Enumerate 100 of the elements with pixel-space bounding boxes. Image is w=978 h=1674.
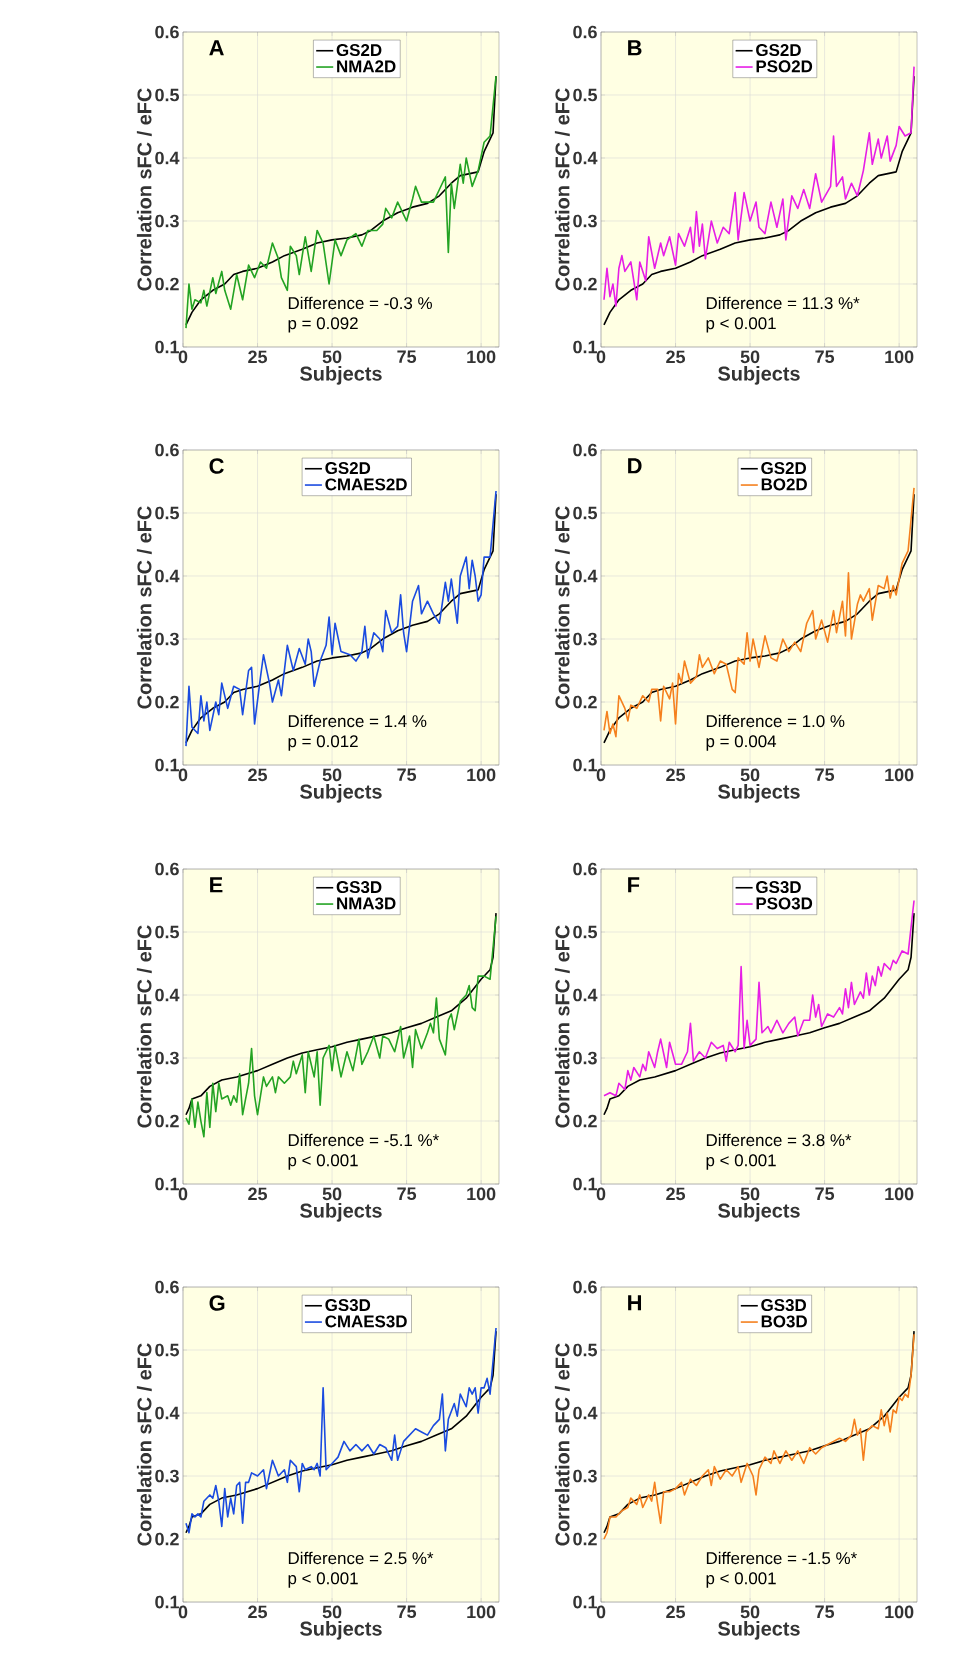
y-axis-title: Correlation sFC / eFC xyxy=(554,1343,570,1546)
y-tick-label: 0.1 xyxy=(573,1595,597,1609)
y-tick-label: 0.2 xyxy=(155,1114,179,1128)
y-tick-label: 0.2 xyxy=(573,277,597,291)
y-tick-label: 0.5 xyxy=(155,925,179,939)
x-tick-label: 25 xyxy=(248,1605,268,1619)
x-tick-label: 25 xyxy=(248,768,268,782)
legend-label: GS2D xyxy=(761,462,806,475)
y-tick-label: 0.1 xyxy=(573,340,597,354)
y-tick-label: 0.6 xyxy=(155,1280,179,1294)
legend-label: GS2D xyxy=(756,44,801,57)
x-tick-label: 75 xyxy=(815,768,835,782)
x-axis-title: Subjects xyxy=(718,366,800,385)
x-tick-label: 50 xyxy=(740,350,760,364)
legend-label: GS3D xyxy=(336,881,382,894)
y-tick-label: 0.2 xyxy=(155,1532,179,1546)
x-tick-label: 100 xyxy=(885,768,914,782)
y-tick-label: 0.5 xyxy=(573,925,597,939)
x-tick-label: 75 xyxy=(815,1187,835,1201)
y-tick-label: 0.6 xyxy=(155,443,179,457)
x-axis-title: Subjects xyxy=(718,1621,800,1640)
y-tick-label: 0.4 xyxy=(155,151,180,165)
annotation: Difference = 1.0 % xyxy=(706,714,845,728)
x-axis-title: Subjects xyxy=(300,366,382,385)
chart-title: D xyxy=(628,458,642,474)
x-tick-label: 75 xyxy=(397,768,417,782)
annotation: Difference = -5.1 %* xyxy=(288,1133,439,1147)
x-tick-label: 0 xyxy=(596,1187,606,1201)
x-tick-label: 25 xyxy=(666,768,686,782)
x-tick-label: 0 xyxy=(178,1605,188,1619)
x-tick-label: 0 xyxy=(178,768,188,782)
x-tick-label: 50 xyxy=(322,1605,342,1619)
x-tick-label: 50 xyxy=(740,1605,760,1619)
x-tick-label: 50 xyxy=(322,350,342,364)
y-tick-label: 0.3 xyxy=(573,1469,597,1483)
x-axis-title: Subjects xyxy=(300,1621,382,1640)
legend-label: PSO2D xyxy=(756,60,813,73)
chart-title: H xyxy=(628,1295,642,1311)
y-axis-title: Correlation sFC / eFC xyxy=(136,506,152,709)
annotation: Difference = 11.3 %* xyxy=(706,296,860,310)
y-axis-title: Correlation sFC / eFC xyxy=(136,1343,152,1546)
y-tick-label: 0.1 xyxy=(573,758,597,772)
y-tick-label: 0.5 xyxy=(155,1343,179,1357)
y-tick-label: 0.4 xyxy=(155,1406,180,1420)
x-tick-label: 75 xyxy=(815,1605,835,1619)
x-tick-label: 100 xyxy=(885,350,914,364)
y-tick-label: 0.3 xyxy=(155,214,179,228)
x-tick-label: 25 xyxy=(666,1187,686,1201)
y-tick-label: 0.1 xyxy=(573,1177,597,1191)
y-tick-label: 0.5 xyxy=(573,506,597,520)
y-tick-label: 0.6 xyxy=(573,1280,597,1294)
y-tick-label: 0.6 xyxy=(573,862,597,876)
annotation: p = 0.092 xyxy=(288,317,358,333)
x-tick-label: 100 xyxy=(467,768,496,782)
y-tick-label: 0.6 xyxy=(155,25,179,39)
y-tick-label: 0.1 xyxy=(155,758,179,772)
annotation: Difference = 1.4 % xyxy=(288,714,427,728)
y-tick-label: 0.3 xyxy=(573,214,597,228)
y-tick-label: 0.4 xyxy=(573,151,598,165)
y-tick-label: 0.2 xyxy=(573,1114,597,1128)
x-tick-label: 100 xyxy=(467,350,496,364)
y-tick-label: 0.5 xyxy=(155,506,179,520)
chart-title: E xyxy=(210,877,223,893)
annotation: p = 0.012 xyxy=(288,735,358,751)
legend-label: NMA2D xyxy=(337,60,396,73)
annotation: Difference = 3.8 %* xyxy=(706,1133,852,1147)
legend-label: NMA3D xyxy=(337,897,396,910)
y-tick-label: 0.2 xyxy=(573,695,597,709)
chart-title: G xyxy=(209,1295,225,1311)
y-tick-label: 0.2 xyxy=(155,695,179,709)
annotation: p < 0.001 xyxy=(288,1572,358,1588)
y-tick-label: 0.4 xyxy=(573,988,598,1002)
x-tick-label: 50 xyxy=(740,1187,760,1201)
x-tick-label: 0 xyxy=(596,768,606,782)
y-tick-label: 0.5 xyxy=(155,88,179,102)
y-tick-label: 0.4 xyxy=(155,569,180,583)
chart-title: C xyxy=(209,458,224,474)
y-tick-label: 0.2 xyxy=(155,277,179,291)
legend-label: PSO3D xyxy=(756,897,813,910)
x-tick-label: 100 xyxy=(467,1187,496,1201)
legend-label: CMAES2D xyxy=(325,478,407,491)
x-tick-label: 50 xyxy=(322,1187,342,1201)
y-tick-label: 0.5 xyxy=(573,88,597,102)
y-tick-label: 0.3 xyxy=(155,1469,179,1483)
annotation: p < 0.001 xyxy=(288,1154,358,1170)
y-tick-label: 0.3 xyxy=(573,1051,597,1065)
x-tick-label: 100 xyxy=(885,1605,914,1619)
x-axis-title: Subjects xyxy=(300,784,382,803)
y-tick-label: 0.4 xyxy=(573,1406,598,1420)
x-tick-label: 75 xyxy=(397,1187,417,1201)
legend-label: CMAES3D xyxy=(325,1315,407,1328)
chart-title: A xyxy=(209,40,224,56)
x-axis-title: Subjects xyxy=(718,784,800,803)
x-tick-label: 75 xyxy=(397,1605,417,1619)
annotation: p < 0.001 xyxy=(706,1572,776,1588)
legend-label: GS2D xyxy=(336,44,382,57)
y-axis-title: Correlation sFC / eFC xyxy=(554,88,570,291)
annotation: p < 0.001 xyxy=(706,317,776,333)
x-tick-label: 50 xyxy=(740,768,760,782)
chart-title: B xyxy=(628,40,642,56)
